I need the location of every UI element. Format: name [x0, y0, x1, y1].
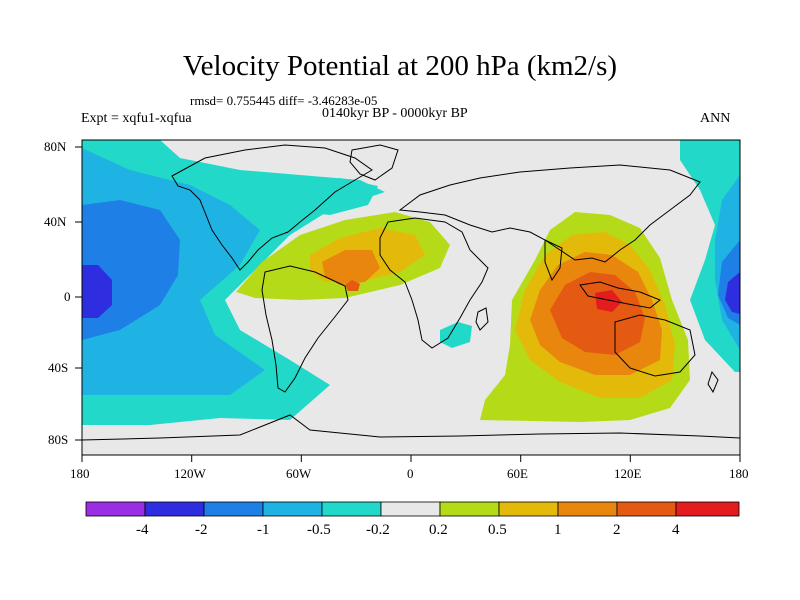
coastline-north-america — [171, 144, 373, 271]
coastline-eurasia — [398, 164, 701, 263]
colorbar-bin-7 — [439, 501, 500, 517]
colorbar-bin-10 — [616, 501, 677, 517]
y-tick-label: 40N — [44, 214, 67, 229]
colorbar — [85, 501, 740, 517]
velocity-potential-field — [82, 140, 740, 455]
colorbar-label: -2 — [195, 522, 208, 538]
colorbar-label: -0.5 — [307, 522, 331, 538]
x-tick-label: 120W — [174, 466, 206, 481]
coastline-greenland — [349, 144, 399, 181]
colorbar-bin-4 — [262, 501, 323, 517]
x-tick-label: 180 — [729, 466, 749, 481]
contour-neg-0.2-south-atlantic — [440, 322, 472, 348]
x-tick-label: 60W — [286, 466, 312, 481]
experiment-label: Expt = xqfu1-xqfua — [81, 111, 192, 126]
colorbar-bin-5 — [321, 501, 382, 517]
colorbar-label: 0.2 — [429, 522, 448, 538]
coastlines — [82, 144, 740, 441]
coastline-new-zealand — [707, 370, 719, 394]
colorbar-bin-6 — [380, 501, 441, 517]
coastline-africa — [379, 217, 489, 349]
page-title: Velocity Potential at 200 hPa (km2/s) — [182, 50, 618, 82]
colorbar-label: 1 — [554, 522, 562, 538]
coastline-australia — [614, 314, 696, 377]
y-tick-label: 40S — [48, 360, 69, 375]
contour-pos-2-indopacific — [550, 272, 645, 355]
season-label: ANN — [700, 111, 731, 126]
axis-ticks — [75, 146, 741, 462]
period-label: 0140kyr BP - 0000kyr BP — [322, 106, 468, 121]
coastline-south-america — [261, 265, 349, 393]
colorbar-bin-1 — [85, 501, 146, 517]
colorbar-bin-9 — [557, 501, 618, 517]
colorbar-bin-8 — [498, 501, 559, 517]
colorbar-label: 4 — [672, 522, 680, 538]
y-tick-label: 80N — [44, 139, 67, 154]
contour-neg-2-east — [725, 272, 740, 314]
contour-pos-2-atlantic — [345, 280, 360, 291]
coastline-india — [544, 239, 563, 282]
contour-pos-4-indopacific — [595, 290, 622, 312]
colorbar-label: 2 — [613, 522, 621, 538]
coastline-maritime — [579, 281, 661, 309]
colorbar-bin-3 — [203, 501, 264, 517]
colorbar-label: 0.5 — [488, 522, 507, 538]
colorbar-label: -1 — [257, 522, 270, 538]
colorbar-bin-2 — [144, 501, 205, 517]
stats-label: rmsd= 0.755445 diff= -3.46283e-05 — [190, 93, 378, 108]
x-tick-label: 180 — [70, 466, 90, 481]
coastline-antarctica — [82, 414, 740, 441]
colorbar-bin-11 — [675, 501, 740, 517]
contour-pos-1-atlantic — [322, 250, 380, 285]
coastline-madagascar — [475, 307, 489, 331]
x-tick-label: 0 — [407, 466, 414, 481]
y-tick-label: 80S — [48, 432, 69, 447]
colorbar-label: -4 — [136, 522, 149, 538]
x-tick-label: 120E — [614, 466, 642, 481]
y-tick-label: 0 — [64, 289, 71, 304]
colorbar-label: -0.2 — [366, 522, 390, 538]
x-tick-label: 60E — [507, 466, 528, 481]
contour-neg-2-west — [82, 265, 112, 318]
